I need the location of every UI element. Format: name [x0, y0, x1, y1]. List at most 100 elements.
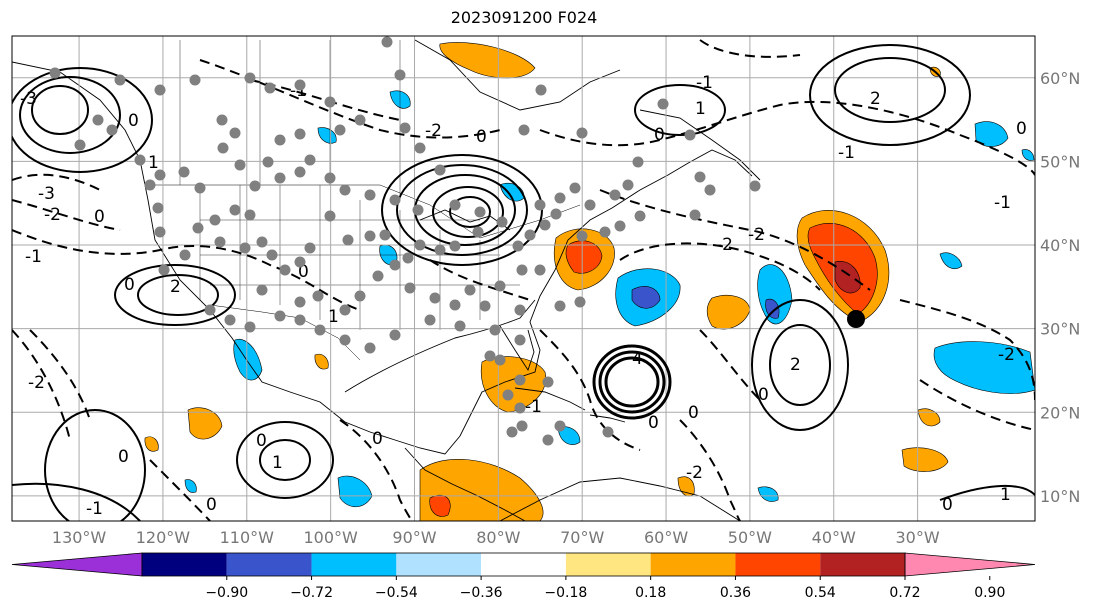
central-america-coast: [404, 447, 526, 521]
contour-line: [31, 85, 89, 135]
latitude-label: 60°N: [1040, 69, 1080, 88]
colorbar-segment: [226, 553, 312, 576]
contour-label: 0: [94, 207, 105, 227]
station-marker: [518, 124, 530, 136]
station-marker: [534, 264, 546, 276]
anomaly-region: [480, 356, 547, 413]
station-marker: [496, 216, 508, 228]
contour-line: [539, 329, 641, 451]
contour-label: 0: [118, 447, 129, 467]
station-marker: [464, 284, 476, 296]
station-marker: [244, 72, 256, 84]
contour-label: 0: [1016, 119, 1027, 139]
station-marker: [134, 154, 146, 166]
station-marker: [574, 296, 586, 308]
contour-line: [751, 299, 849, 431]
station-marker: [514, 334, 526, 346]
station-marker: [576, 127, 588, 139]
contour-label: -3: [20, 89, 37, 109]
contour-line: [44, 409, 146, 521]
contour-label: 0: [298, 262, 309, 282]
station-marker: [364, 189, 376, 201]
station-marker: [434, 164, 446, 176]
anomaly-region: [314, 353, 329, 370]
station-marker: [178, 166, 190, 178]
station-marker: [262, 156, 274, 168]
station-marker: [539, 219, 551, 231]
station-marker: [472, 226, 484, 238]
longitude-label: 110°W: [220, 528, 275, 547]
station-marker: [279, 264, 291, 276]
station-marker: [454, 320, 466, 332]
contour-line: [899, 299, 1035, 401]
station-marker: [535, 84, 547, 96]
station-marker: [314, 324, 326, 336]
north-america-coast: [12, 61, 753, 455]
longitude-label: 30°W: [896, 528, 940, 547]
station-marker: [609, 189, 621, 201]
contour-label: -2: [748, 225, 765, 245]
contour-label: 0: [476, 127, 487, 147]
station-marker: [324, 210, 336, 222]
cuba: [514, 387, 586, 411]
contour-line: [619, 242, 821, 291]
station-marker: [256, 284, 268, 296]
station-marker: [179, 249, 191, 261]
station-marker: [414, 142, 426, 154]
contour-line: [137, 274, 219, 316]
station-marker: [402, 252, 414, 264]
station-markers: [49, 36, 761, 446]
station-marker: [516, 420, 528, 432]
station-marker: [569, 182, 581, 194]
colorbar-segment: [142, 553, 227, 576]
contour-label: 1: [272, 453, 283, 473]
station-marker: [414, 239, 426, 251]
station-marker: [354, 114, 366, 126]
station-marker: [216, 114, 228, 126]
station-marker: [506, 426, 518, 438]
station-marker: [424, 314, 436, 326]
station-marker: [304, 154, 316, 166]
station-marker: [399, 122, 411, 134]
anomaly-region: [933, 341, 1035, 394]
longitude-label: 80°W: [476, 528, 520, 547]
station-marker: [294, 128, 306, 140]
station-marker: [274, 172, 286, 184]
contour-line: [259, 439, 311, 481]
anomaly-region: [565, 240, 603, 274]
contour-line: [429, 259, 531, 301]
contour-label: 2: [870, 89, 881, 109]
station-marker: [434, 244, 446, 256]
station-marker: [294, 79, 306, 91]
contour-label: -3: [38, 184, 55, 204]
station-marker: [381, 36, 393, 48]
canada-provinces: [179, 40, 401, 200]
station-marker: [599, 226, 611, 238]
station-marker: [189, 74, 201, 86]
contour-label: 0: [124, 275, 135, 295]
anomaly-region: [917, 408, 941, 427]
longitude-label: 40°W: [812, 528, 856, 547]
longitude-label: 50°W: [728, 528, 772, 547]
station-marker: [502, 389, 514, 401]
contour-line: [12, 229, 361, 311]
contour-line: [236, 421, 334, 499]
station-marker: [389, 329, 401, 341]
station-marker: [364, 342, 376, 354]
colorbar-segment: [311, 553, 397, 576]
station-marker: [339, 304, 351, 316]
longitude-label: 120°W: [136, 528, 191, 547]
florida: [499, 325, 535, 372]
longitude-label: 60°W: [644, 528, 688, 547]
station-marker: [584, 199, 596, 211]
map-title: 2023091200 F024: [450, 8, 598, 27]
latitude-label: 50°N: [1040, 152, 1080, 171]
contour-line: [834, 57, 946, 123]
station-marker: [249, 180, 261, 192]
anomaly-region: [187, 407, 223, 440]
shaded-anomalies: [144, 42, 1035, 521]
colorbar-segment: [565, 553, 651, 576]
station-marker: [379, 229, 391, 241]
station-marker: [324, 172, 336, 184]
station-marker: [294, 166, 306, 178]
